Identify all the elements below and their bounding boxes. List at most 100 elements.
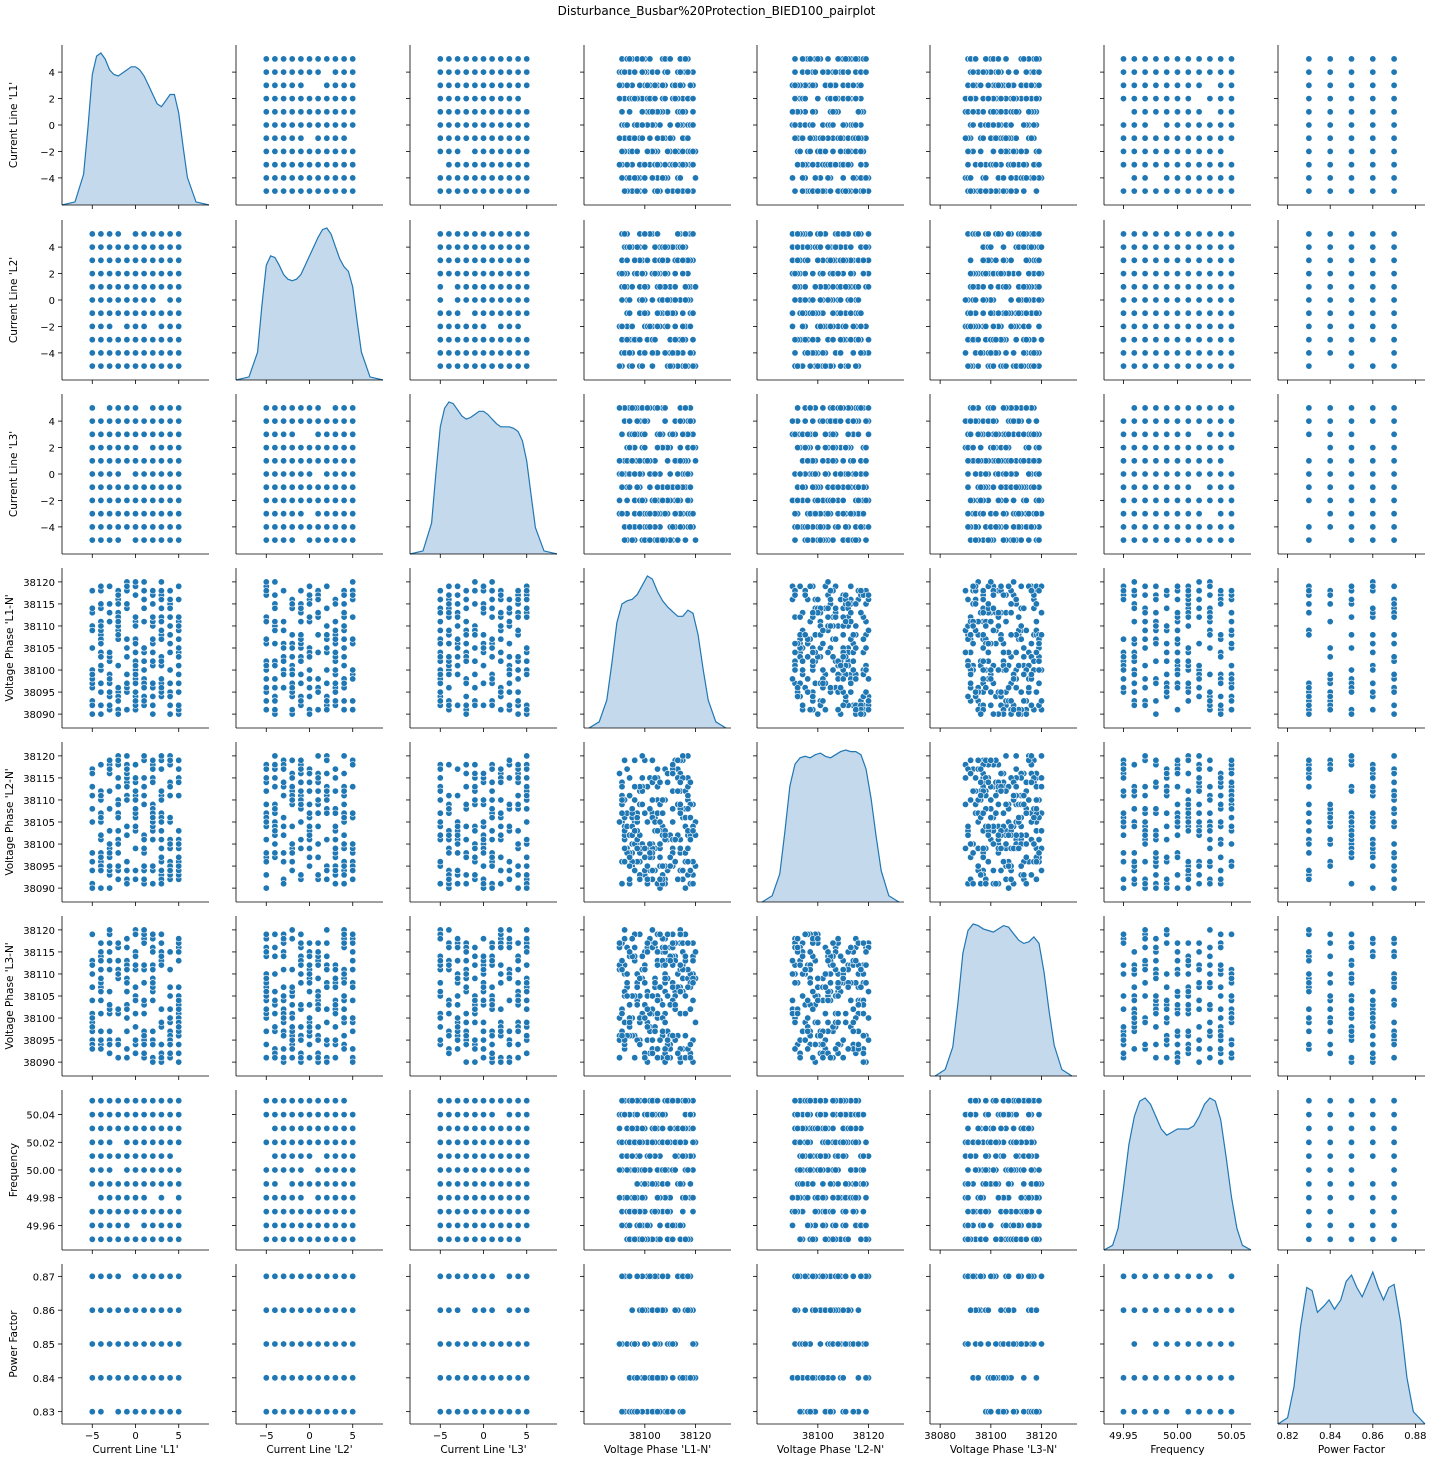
scatter-point <box>1228 270 1236 278</box>
scatter-point <box>106 309 114 317</box>
scatter-point <box>175 670 183 678</box>
scatter-point <box>166 230 174 238</box>
scatter-point <box>1130 68 1138 76</box>
scatter-point <box>671 322 679 330</box>
scatter-point <box>166 523 174 531</box>
scatter-point <box>977 444 985 452</box>
scatter-point <box>436 147 444 155</box>
scatter-point <box>88 644 96 652</box>
scatter-point <box>1130 187 1138 195</box>
scatter-point <box>271 121 279 129</box>
scatter-point <box>175 523 183 531</box>
scatter-point <box>854 134 862 142</box>
scatter-point <box>1015 270 1023 278</box>
scatter-point <box>340 536 348 544</box>
scatter-point <box>854 296 862 304</box>
scatter-point <box>132 444 140 452</box>
scatter-point <box>1206 309 1214 317</box>
scatter-point <box>844 362 852 370</box>
scatter-point <box>462 95 470 103</box>
scatter-point <box>1390 147 1398 155</box>
scatter-point <box>679 243 687 251</box>
scatter-point <box>1002 444 1010 452</box>
scatter-point <box>149 587 157 595</box>
scatter-point <box>497 648 505 656</box>
scatter-point <box>1022 404 1030 412</box>
scatter-point <box>97 270 105 278</box>
scatter-point <box>454 635 462 643</box>
scatter-point <box>791 510 799 518</box>
scatter-point <box>1120 121 1128 129</box>
scatter-point <box>626 483 634 491</box>
scatter-point <box>349 121 357 129</box>
scatter-point <box>454 336 462 344</box>
scatter-point <box>1022 309 1030 317</box>
scatter-point <box>114 710 122 718</box>
scatter-point <box>1390 270 1398 278</box>
scatter-point <box>471 187 479 195</box>
scatter-point <box>462 595 470 603</box>
scatter-point <box>1326 296 1334 304</box>
scatter-point <box>88 470 96 478</box>
scatter-point <box>1305 483 1313 491</box>
scatter-point <box>641 243 649 251</box>
scatter-point <box>1174 134 1182 142</box>
scatter-point <box>280 187 288 195</box>
scatter-point <box>852 121 860 129</box>
scatter-point <box>454 161 462 169</box>
scatter-point <box>1348 68 1356 76</box>
scatter-point <box>88 710 96 718</box>
scatter-point <box>854 496 862 504</box>
scatter-point <box>686 81 694 89</box>
scatter-point <box>288 631 296 639</box>
scatter-point <box>349 95 357 103</box>
scatter-point <box>969 121 977 129</box>
scatter-point <box>297 134 305 142</box>
scatter-point <box>488 349 496 357</box>
scatter-point <box>497 609 505 617</box>
scatter-point <box>659 174 667 182</box>
scatter-point <box>340 457 348 465</box>
scatter-point <box>1007 457 1015 465</box>
scatter-point <box>1326 430 1334 438</box>
scatter-point <box>1141 362 1149 370</box>
scatter-point <box>514 349 522 357</box>
scatter-point <box>1184 283 1192 291</box>
scatter-point <box>132 417 140 425</box>
scatter-point <box>514 587 522 595</box>
scatter-point <box>149 701 157 709</box>
scatter-point <box>297 470 305 478</box>
scatter-point <box>462 55 470 63</box>
scatter-point <box>123 444 131 452</box>
scatter-point <box>166 613 174 621</box>
scatter-point <box>88 510 96 518</box>
scatter-point <box>653 68 661 76</box>
scatter-point <box>97 622 105 630</box>
scatter-point <box>691 536 699 544</box>
scatter-point <box>788 322 796 330</box>
scatter-point <box>314 417 322 425</box>
scatter-point <box>331 68 339 76</box>
scatter-point <box>505 55 513 63</box>
scatter-point <box>989 404 997 412</box>
scatter-point <box>967 270 975 278</box>
scatter-point <box>297 147 305 155</box>
scatter-point <box>852 55 860 63</box>
scatter-point <box>271 640 279 648</box>
scatter-point <box>280 55 288 63</box>
scatter-point <box>689 147 697 155</box>
scatter-point <box>1130 55 1138 63</box>
scatter-point <box>97 336 105 344</box>
scatter-point <box>149 536 157 544</box>
scatter-point <box>323 697 331 705</box>
scatter-point <box>297 587 305 595</box>
scatter-point <box>123 404 131 412</box>
scatter-point <box>989 322 997 330</box>
scatter-point <box>1032 55 1040 63</box>
panel-voltage-phase-l1-n-vs-voltage-phase-l1-n <box>580 568 731 732</box>
scatter-point <box>149 613 157 621</box>
scatter-point <box>114 336 122 344</box>
scatter-point <box>331 95 339 103</box>
scatter-point <box>149 336 157 344</box>
scatter-point <box>454 622 462 630</box>
